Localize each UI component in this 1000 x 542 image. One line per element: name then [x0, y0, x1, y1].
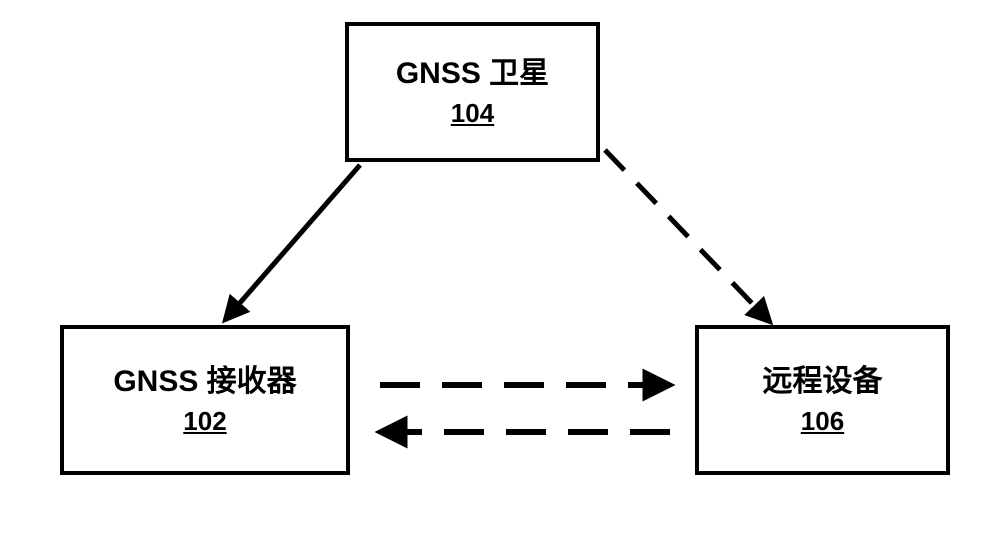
node-label: 远程设备	[763, 363, 883, 401]
node-gnss-receiver: GNSS 接收器 102	[60, 325, 350, 475]
edge-satellite-to-remote	[605, 150, 770, 322]
node-label: GNSS 接收器	[113, 363, 296, 401]
node-ref: 106	[801, 406, 844, 437]
node-ref: 104	[451, 98, 494, 129]
node-gnss-satellite: GNSS 卫星 104	[345, 22, 600, 162]
edge-satellite-to-receiver	[225, 165, 360, 320]
node-ref: 102	[183, 406, 226, 437]
node-remote-device: 远程设备 106	[695, 325, 950, 475]
diagram-canvas: { "diagram": { "type": "flowchart", "bac…	[0, 0, 1000, 542]
node-label: GNSS 卫星	[396, 55, 549, 93]
